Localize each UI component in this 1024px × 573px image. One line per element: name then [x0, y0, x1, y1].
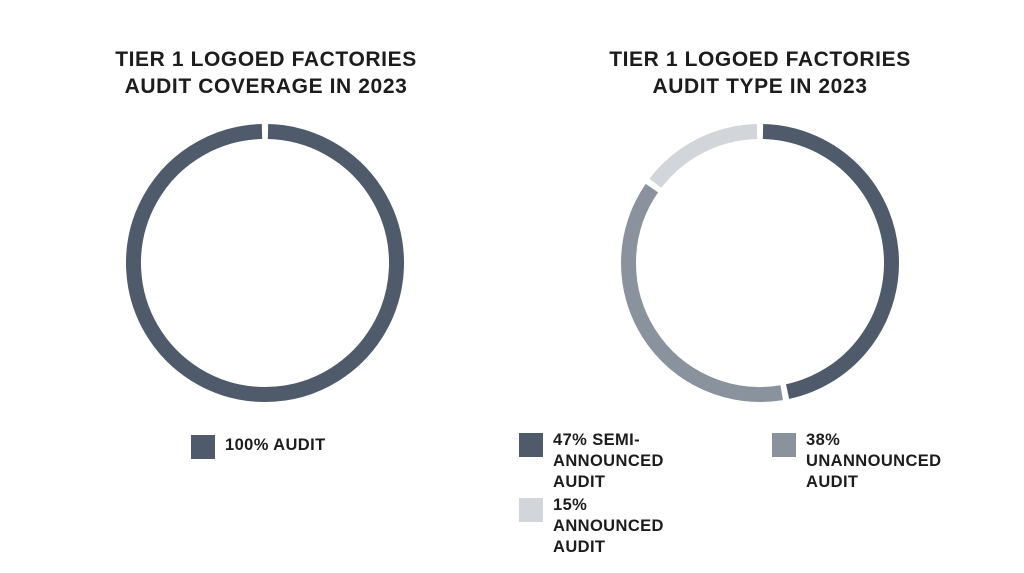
legend-label: 15% ANNOUNCED AUDIT: [553, 496, 664, 556]
legend-label: 100% AUDIT: [225, 436, 326, 454]
legend-swatch: [519, 498, 543, 522]
legend-swatch: [772, 433, 796, 457]
chart-title-audit-type: TIER 1 LOGOED FACTORIES AUDIT TYPE IN 20…: [609, 48, 911, 98]
legend-swatch: [519, 433, 543, 457]
donut-chart-audit-type: [621, 124, 899, 402]
donut-chart-audit-coverage: [126, 124, 404, 402]
legend-swatch: [191, 435, 215, 459]
legend-label: 38% UNANNOUNCED AUDIT: [806, 431, 942, 491]
donut-slice-0: [126, 124, 404, 402]
donut-slice-0: [762, 124, 899, 399]
chart-title-audit-coverage: TIER 1 LOGOED FACTORIES AUDIT COVERAGE I…: [115, 48, 417, 98]
donut-slice-2: [649, 124, 758, 188]
donut-slice-1: [621, 183, 783, 402]
legend-label: 47% SEMI- ANNOUNCED AUDIT: [553, 431, 664, 491]
